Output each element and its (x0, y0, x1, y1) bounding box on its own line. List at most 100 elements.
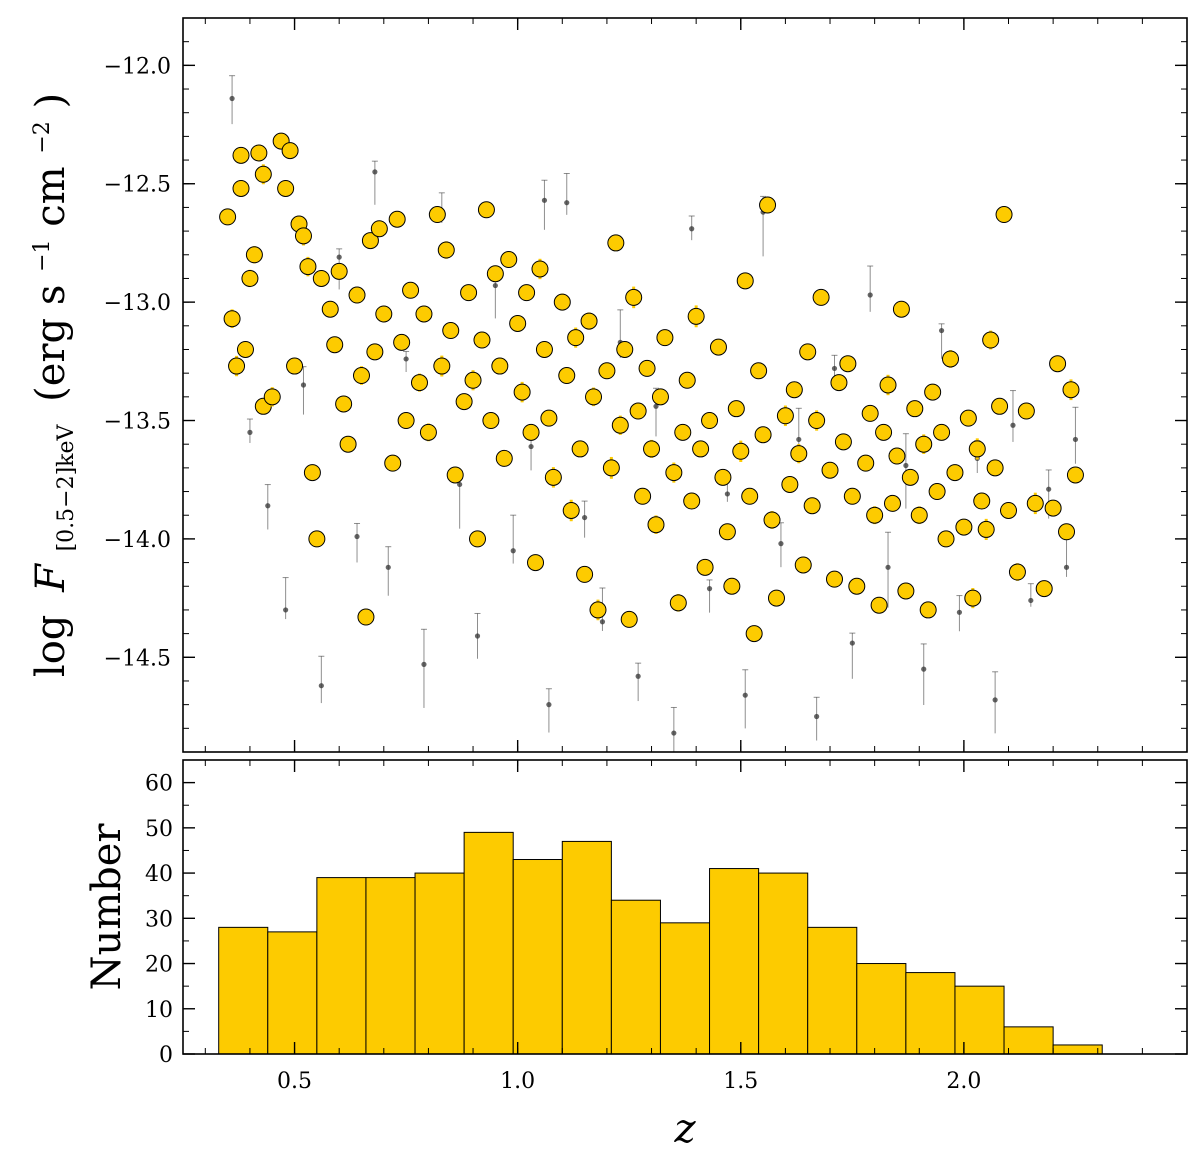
highlighted-point (709, 338, 727, 356)
highlighted-point (1062, 379, 1080, 401)
highlighted-point-marker (1066, 466, 1084, 484)
background-point (813, 696, 820, 741)
histogram-bar (856, 963, 907, 1055)
bottom-panel-y-tick-label: 10 (145, 998, 173, 1023)
background-point (563, 172, 570, 215)
background-point (688, 215, 695, 241)
background-point-marker (635, 673, 641, 679)
background-point (420, 628, 427, 708)
highlighted-point-marker (825, 570, 843, 588)
flux-label-unit-exp1: −1 (30, 239, 55, 271)
highlighted-point-marker (330, 262, 348, 280)
background-point (510, 514, 517, 564)
highlighted-point (968, 438, 986, 460)
highlighted-point-marker (495, 449, 513, 467)
highlighted-point-marker (388, 210, 406, 228)
highlighted-point (718, 523, 736, 541)
highlighted-point-marker (745, 625, 763, 643)
background-point-marker (229, 95, 235, 102)
highlighted-point-marker (509, 314, 527, 332)
highlighted-point (870, 596, 888, 614)
highlighted-point-marker (540, 409, 558, 427)
highlighted-point-marker (580, 312, 598, 330)
bottom-panel-y-tick-label: 40 (145, 862, 173, 887)
highlighted-point-marker (897, 582, 915, 600)
background-point (300, 366, 307, 415)
highlighted-point (892, 300, 910, 318)
highlighted-point-marker (321, 300, 339, 318)
highlighted-point (419, 423, 437, 442)
background-point-marker (956, 609, 963, 615)
highlighted-point-marker (464, 371, 482, 389)
highlighted-point (986, 459, 1004, 477)
background-point (581, 500, 588, 538)
highlighted-point (620, 610, 638, 628)
highlighted-point (312, 269, 330, 287)
highlighted-point-marker (741, 487, 759, 505)
background-point-marker (724, 491, 730, 497)
highlighted-point (928, 483, 946, 501)
highlighted-point-marker (785, 381, 803, 399)
highlighted-point-marker (834, 433, 852, 451)
highlighted-point (433, 355, 451, 377)
highlighted-point (321, 300, 339, 318)
highlighted-point (656, 329, 674, 347)
highlighted-point (848, 577, 866, 595)
highlighted-point (562, 499, 580, 522)
highlighted-point-marker (518, 284, 536, 302)
highlighted-point (942, 350, 960, 368)
top-panel-frame (182, 17, 1188, 753)
highlighted-point-marker (910, 506, 928, 524)
highlighted-point-marker (558, 367, 576, 385)
highlighted-point (531, 258, 549, 280)
highlighted-point-marker (732, 442, 750, 460)
highlighted-point-marker (607, 234, 625, 252)
highlighted-point-marker (973, 492, 991, 510)
highlighted-point-marker (883, 494, 901, 512)
background-point-marker (599, 619, 606, 625)
highlighted-point (352, 366, 370, 385)
highlighted-point (384, 454, 402, 472)
highlighted-point-marker (808, 412, 826, 430)
background-point-marker (938, 327, 945, 334)
highlighted-point-marker (277, 179, 295, 197)
highlighted-point-marker (763, 511, 781, 529)
highlighted-point (741, 487, 759, 505)
highlighted-point (1058, 523, 1076, 541)
highlighted-point-marker (759, 196, 777, 214)
background-point (371, 160, 378, 205)
highlighted-point (674, 423, 692, 441)
highlighted-point-marker (366, 343, 384, 361)
highlighted-point (906, 400, 924, 418)
highlighted-point (888, 447, 906, 465)
highlighted-point (228, 355, 246, 377)
highlighted-point-marker (638, 359, 656, 377)
highlighted-point (513, 381, 531, 403)
histogram-bar (905, 972, 956, 1055)
highlighted-point-marker (647, 516, 665, 534)
highlighted-point (375, 305, 393, 323)
highlighted-point (491, 357, 509, 375)
flux-label-prefix: log (28, 615, 74, 677)
highlighted-point (598, 362, 616, 380)
bottom-panel-x-tick-labels: 0.5 1.0 1.5 2.0 (277, 1069, 981, 1094)
highlighted-point-marker (767, 589, 785, 607)
highlighted-point-marker (651, 388, 669, 406)
background-point-marker (778, 541, 784, 547)
highlighted-point (959, 409, 977, 427)
highlighted-point (294, 226, 312, 246)
background-point-marker (653, 403, 659, 409)
background-point-marker (814, 713, 820, 720)
highlighted-point-marker (223, 310, 241, 328)
number-axis-label: Number (84, 823, 130, 991)
background-point (403, 350, 410, 373)
highlighted-point (915, 434, 933, 455)
highlighted-point-marker (915, 435, 933, 453)
highlighted-point (477, 201, 495, 219)
highlighted-point-marker (723, 577, 741, 595)
background-point-marker (283, 607, 289, 613)
highlighted-point (781, 475, 799, 493)
highlighted-point (665, 462, 683, 483)
highlighted-point (397, 412, 415, 430)
highlighted-point (585, 387, 603, 407)
